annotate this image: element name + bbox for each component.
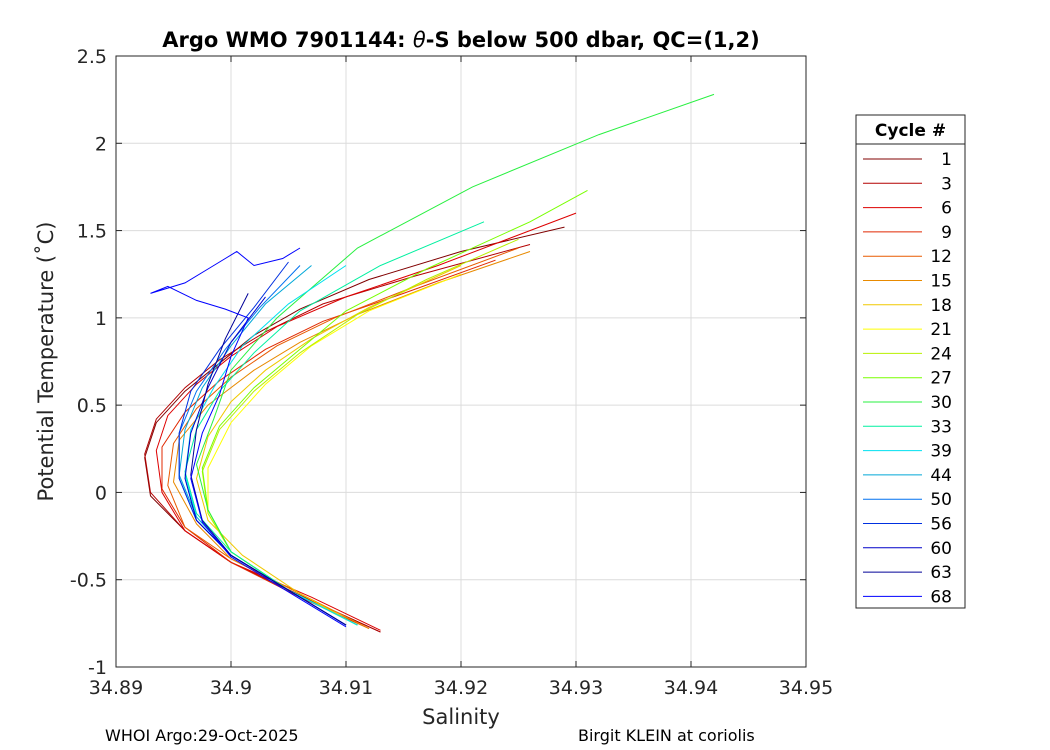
x-axis-label: Salinity [422, 705, 500, 729]
y-tick-label: 1 [95, 308, 107, 330]
legend-label-15: 15 [930, 272, 952, 292]
legend-label-63: 63 [930, 563, 952, 583]
legend-title: Cycle # [875, 121, 946, 141]
series-line-cycle-18 [195, 265, 462, 626]
y-tick-label: 2 [95, 133, 107, 155]
x-tick-label: 34.92 [434, 677, 488, 699]
legend-label-56: 56 [930, 515, 952, 535]
x-tick-label: 34.89 [89, 677, 143, 699]
legend-label-27: 27 [930, 369, 952, 389]
x-tick-label: 34.94 [664, 677, 718, 699]
legend-entries: 1 3 6 9 12 15 18 21 24 27 30 33 39 44 50 56 60 63 68 [863, 150, 952, 607]
legend: Cycle # 1 3 6 9 12 15 18 21 24 27 30 33 39 44 50 56 60 63… [855, 114, 966, 609]
footer-credit-right: Birgit KLEIN at coriolis [578, 726, 755, 745]
y-tick-label: -1 [88, 657, 107, 679]
x-tick-label: 34.95 [779, 677, 833, 699]
legend-label-30: 30 [930, 393, 952, 413]
legend-label-60: 60 [930, 539, 952, 559]
axis-ticks: 34.89 34.9 34.91 34.92 34.93 34.94 34.95 2.5 2 1.… [70, 46, 833, 699]
series-line-cycle-68 [150, 247, 347, 628]
legend-box [855, 114, 966, 609]
data-lines [144, 93, 715, 633]
legend-label-1: 1 [941, 150, 952, 170]
chart-title: Argo WMO 7901144: θ-S below 500 dbar, QC… [162, 28, 759, 52]
series-line-cycle-63 [190, 293, 347, 626]
x-tick-label: 34.93 [549, 677, 603, 699]
y-tick-label: 2.5 [77, 46, 107, 68]
y-tick-label: 0 [95, 482, 107, 504]
y-tick-label: 0.5 [77, 395, 107, 417]
x-tick-label: 34.91 [319, 677, 373, 699]
grid [116, 56, 806, 667]
series-line-cycle-15 [172, 251, 531, 630]
legend-label-50: 50 [930, 490, 952, 510]
legend-label-33: 33 [930, 417, 952, 437]
legend-label-44: 44 [930, 466, 952, 486]
legend-label-21: 21 [930, 320, 952, 340]
legend-label-6: 6 [941, 199, 952, 219]
legend-label-12: 12 [930, 247, 952, 267]
legend-label-18: 18 [930, 296, 952, 316]
legend-label-9: 9 [941, 223, 952, 243]
legend-label-3: 3 [941, 174, 952, 194]
legend-label-68: 68 [930, 587, 952, 607]
y-tick-label: -0.5 [70, 570, 107, 592]
legend-label-24: 24 [930, 344, 952, 364]
legend-label-39: 39 [930, 442, 952, 462]
x-tick-label: 34.9 [210, 677, 252, 699]
y-tick-label: 1.5 [77, 221, 107, 243]
footer-credit-left: WHOI Argo:29-Oct-2025 [105, 726, 299, 745]
y-axis-label: Potential Temperature (˚C) [34, 222, 58, 502]
